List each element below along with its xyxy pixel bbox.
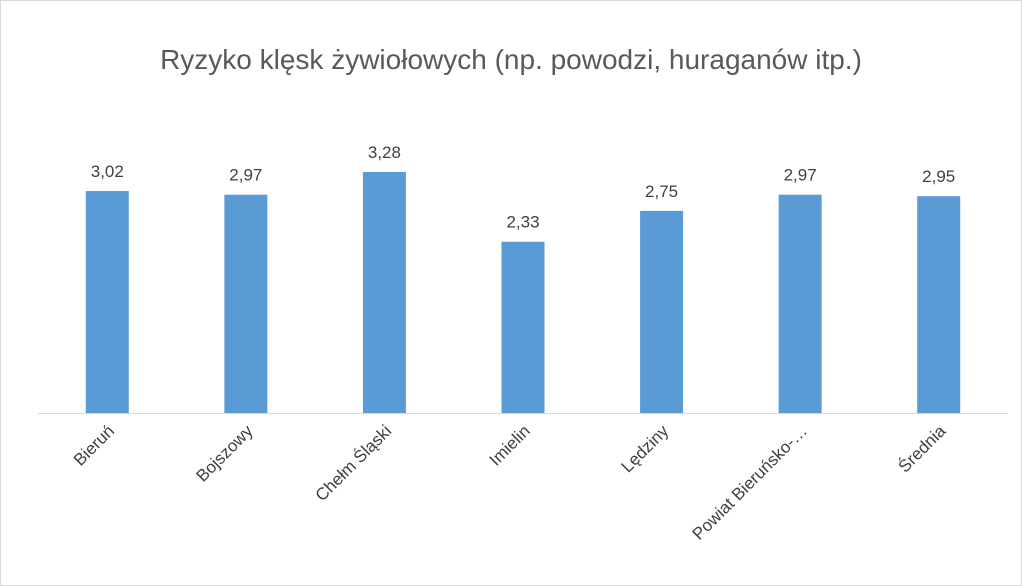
bar — [778, 194, 822, 413]
data-label: 2,33 — [506, 213, 539, 232]
x-tick-label: Bojszowy — [192, 421, 257, 486]
x-tick-label: Powiat Bieruńsko-… — [689, 421, 811, 543]
x-tick-label: Średnia — [895, 421, 950, 476]
x-tick-label: Lędziny — [618, 421, 673, 476]
bar — [362, 171, 406, 413]
data-label: 3,02 — [91, 162, 124, 181]
data-label: 2,95 — [922, 167, 955, 186]
data-label: 2,75 — [645, 182, 678, 201]
data-label: 2,97 — [229, 166, 262, 185]
bar — [917, 196, 961, 413]
bar — [501, 241, 545, 413]
chart-title: Ryzyko klęsk żywiołowych (np. powodzi, h… — [160, 44, 862, 75]
x-tick-label: Chełm Śląski — [312, 421, 396, 505]
x-tick-label: Imielin — [486, 421, 534, 469]
bar — [640, 210, 684, 413]
data-label: 2,97 — [784, 166, 817, 185]
x-tick-label: Bieruń — [70, 421, 118, 469]
bar — [85, 191, 129, 413]
data-label: 3,28 — [368, 143, 401, 162]
bar — [224, 194, 268, 413]
